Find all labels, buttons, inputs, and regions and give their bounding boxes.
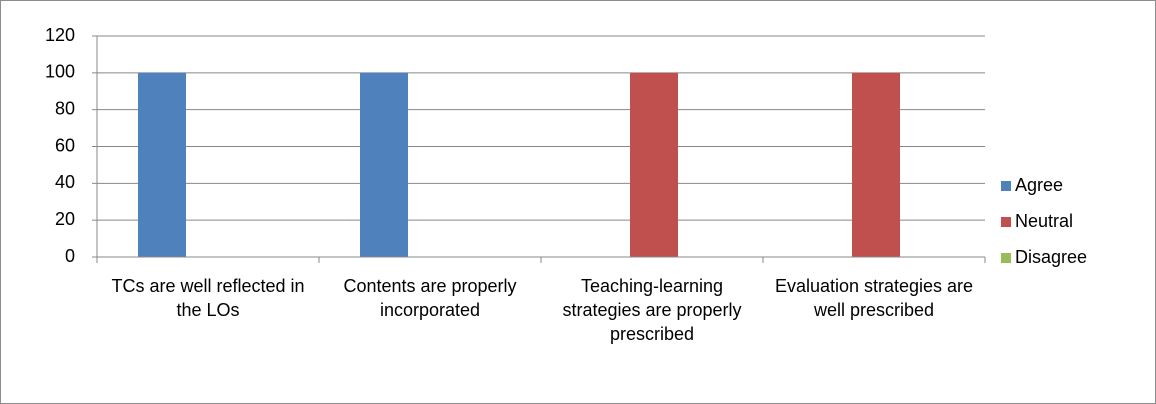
legend-label: Disagree: [1015, 247, 1087, 267]
legend-swatch: [1001, 181, 1011, 191]
bar: [852, 72, 900, 257]
bar: [630, 72, 678, 257]
legend-swatch: [1001, 253, 1011, 263]
bar: [360, 72, 408, 257]
y-tick-label: 80: [55, 98, 75, 118]
legend-label: Neutral: [1015, 211, 1073, 231]
y-tick-label: 60: [55, 135, 75, 155]
y-tick-label: 40: [55, 172, 75, 192]
bar: [138, 72, 186, 257]
y-tick-label: 20: [55, 209, 75, 229]
x-tick-label: Teaching-learning strategies are properl…: [562, 276, 742, 344]
x-tick-label: TCs are well reflected in the LOs: [111, 276, 305, 320]
legend-swatch: [1001, 217, 1011, 227]
legend-label: Agree: [1015, 175, 1063, 195]
y-tick-label: 120: [45, 25, 75, 45]
y-tick-label: 0: [65, 246, 75, 266]
x-tick-label: Contents are properly incorporated: [343, 276, 517, 320]
y-tick-label: 100: [45, 62, 75, 82]
x-tick-label: Evaluation strategies are well prescribe…: [774, 276, 974, 320]
